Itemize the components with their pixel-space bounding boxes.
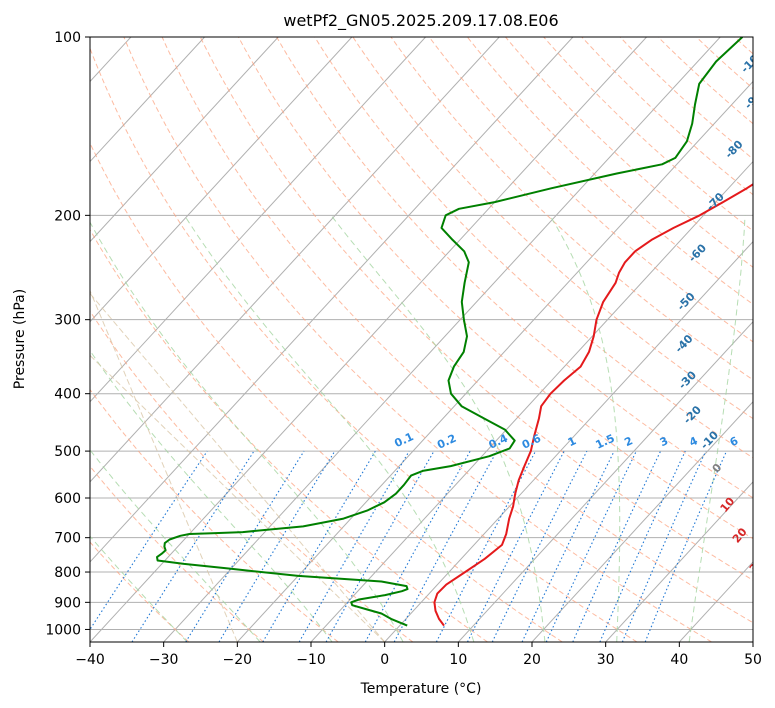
y-tick-label: 500 bbox=[54, 444, 81, 460]
y-tick-label: 100 bbox=[54, 30, 81, 46]
y-tick-label: 900 bbox=[54, 595, 81, 611]
y-tick-label: 300 bbox=[54, 313, 81, 329]
dry-adiabat-line bbox=[90, 47, 638, 642]
mixing-ratio-line bbox=[393, 450, 498, 642]
y-tick-label: 700 bbox=[54, 531, 81, 547]
isotherm-line bbox=[90, 37, 426, 403]
x-tick-label: −40 bbox=[75, 652, 105, 668]
dry-adiabat-line bbox=[390, 37, 753, 381]
dry-adiabat-line bbox=[276, 37, 753, 499]
dry-adiabat-line bbox=[123, 37, 712, 642]
y-tick-label: 400 bbox=[54, 387, 81, 403]
x-tick-label: 20 bbox=[523, 652, 541, 668]
x-tick-label: −10 bbox=[296, 652, 326, 668]
mixing-ratio-line bbox=[521, 450, 615, 642]
moist-adiabat-line bbox=[90, 449, 261, 642]
mixing-ratio-line bbox=[545, 450, 637, 642]
profile-series bbox=[156, 37, 753, 627]
dry-adiabat-line bbox=[90, 142, 563, 642]
plot-frame bbox=[89, 36, 754, 643]
isotherm-line bbox=[236, 80, 753, 642]
isotherm-line bbox=[457, 320, 753, 642]
moist-adiabat-label: 30 bbox=[747, 555, 767, 575]
x-tick-label: 0 bbox=[380, 652, 389, 668]
plot-background bbox=[90, 37, 753, 642]
profile-line bbox=[433, 183, 753, 627]
x-axis-label: Temperature (°C) bbox=[360, 681, 482, 697]
dry-adiabat-label: -90 bbox=[742, 88, 765, 112]
mixing-ratio-line bbox=[364, 450, 471, 642]
dry-adiabat-line bbox=[199, 37, 753, 581]
dry-adiabat-line bbox=[352, 37, 753, 420]
x-tick-label: 40 bbox=[670, 652, 688, 668]
y-tick-label: 200 bbox=[54, 208, 81, 224]
mixing-ratio-line bbox=[491, 450, 588, 642]
isotherm-line bbox=[531, 401, 753, 642]
x-tick-label: −30 bbox=[149, 652, 179, 668]
x-tick-label: −20 bbox=[223, 652, 253, 668]
isotherm-line bbox=[90, 37, 647, 642]
isotherm-line bbox=[90, 37, 279, 243]
dry-adiabat-line bbox=[90, 388, 339, 642]
mixing-ratio-line bbox=[298, 450, 410, 642]
y-axis: 100 200 300 400 500 600 700 800 900 1000 bbox=[45, 30, 90, 638]
isotherm-line bbox=[384, 240, 753, 642]
chart-title: wetPf2_GN05.2025.209.17.08.E06 bbox=[283, 11, 558, 31]
dry-adiabat-line bbox=[161, 37, 753, 624]
mixing-ratio-line bbox=[621, 450, 707, 642]
x-tick-label: 50 bbox=[744, 652, 762, 668]
dry-adiabat-line bbox=[237, 37, 753, 540]
x-tick-label: 10 bbox=[449, 652, 467, 668]
isotherm-line bbox=[90, 37, 353, 323]
mixing-ratio-line bbox=[262, 450, 376, 642]
dry-adiabat-line bbox=[505, 37, 753, 268]
x-tick-label: 30 bbox=[597, 652, 615, 668]
isotherm-line bbox=[605, 481, 753, 642]
dry-adiabat-line bbox=[581, 37, 753, 196]
background-reference-lines bbox=[90, 37, 753, 642]
profile-line bbox=[156, 37, 744, 627]
moist-adiabat-line bbox=[330, 214, 546, 642]
y-tick-label: 600 bbox=[54, 491, 81, 507]
mixing-ratio-line bbox=[185, 450, 305, 642]
moist-adiabat-line bbox=[90, 221, 404, 642]
mixing-ratio-line bbox=[644, 450, 728, 642]
moist-adiabat-line bbox=[688, 215, 746, 642]
mixing-ratio-line bbox=[325, 450, 435, 642]
moist-adiabat-line bbox=[549, 215, 621, 642]
y-axis-label: Pressure (hPa) bbox=[12, 289, 28, 389]
x-axis: −40 −30 −20 −10 0 10 20 30 40 50 bbox=[75, 642, 762, 668]
guide-curve bbox=[90, 289, 238, 642]
dry-adiabat-line bbox=[90, 465, 264, 642]
mixing-ratio-line bbox=[572, 450, 662, 642]
mixing-ratio-line bbox=[218, 450, 336, 642]
guide-curve bbox=[90, 292, 386, 642]
mixing-ratio-line bbox=[599, 450, 686, 642]
isotherm-line bbox=[90, 37, 205, 163]
isotherm-line bbox=[90, 37, 500, 483]
isotherm-line bbox=[310, 160, 753, 642]
moist-adiabat-line bbox=[90, 535, 188, 642]
guide-curve bbox=[90, 354, 386, 642]
dry-adiabat-line bbox=[428, 37, 753, 343]
mixing-ratio-line bbox=[131, 450, 255, 642]
y-tick-label: 800 bbox=[54, 565, 81, 581]
isotherm-line bbox=[163, 37, 721, 642]
isotherm-line bbox=[90, 37, 574, 563]
y-tick-label: 1000 bbox=[45, 622, 81, 638]
